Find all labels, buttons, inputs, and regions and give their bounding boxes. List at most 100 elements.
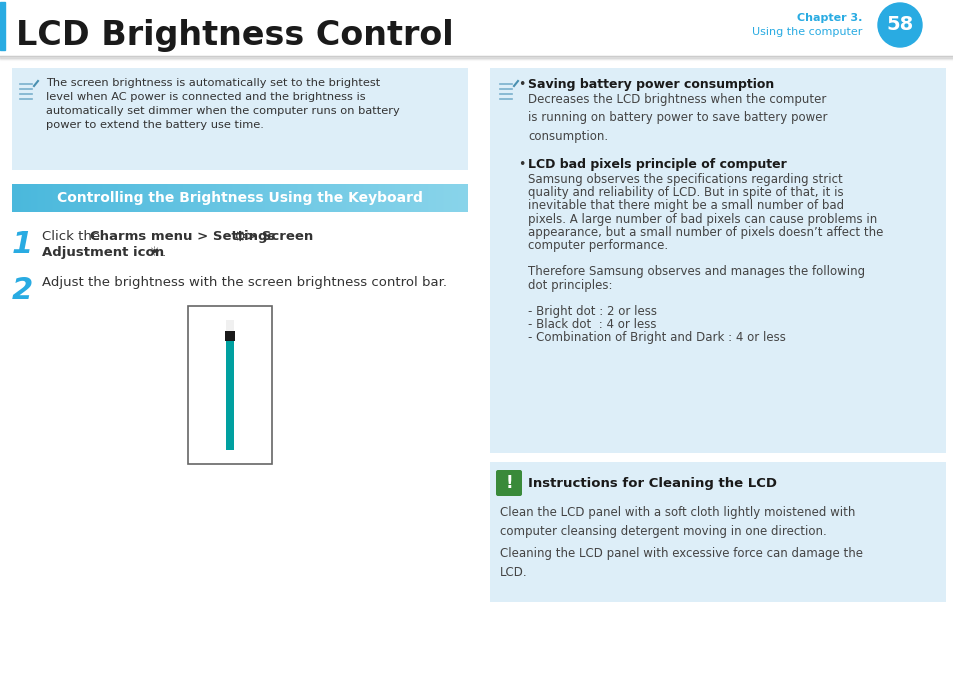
Bar	[413, 184, 414, 212]
Bar	[409, 184, 410, 212]
Bar	[334, 184, 335, 212]
Bar	[337, 184, 338, 212]
Text: quality and reliability of LCD. But in spite of that, it is: quality and reliability of LCD. But in s…	[527, 186, 842, 199]
Bar	[436, 184, 437, 212]
Text: ☀: ☀	[149, 246, 160, 259]
Bar	[105, 184, 106, 212]
Bar	[339, 184, 340, 212]
Bar	[385, 184, 386, 212]
Bar	[156, 184, 157, 212]
Bar	[241, 184, 242, 212]
Bar	[311, 184, 312, 212]
Bar	[172, 184, 173, 212]
Bar	[151, 184, 152, 212]
Bar	[374, 184, 375, 212]
Bar	[223, 184, 224, 212]
Bar	[245, 184, 246, 212]
Bar	[26, 184, 27, 212]
Bar	[16, 184, 17, 212]
Bar	[213, 184, 214, 212]
Bar	[271, 184, 272, 212]
Bar	[432, 184, 433, 212]
Bar	[360, 184, 361, 212]
Text: Cleaning the LCD panel with excessive force can damage the
LCD.: Cleaning the LCD panel with excessive fo…	[499, 547, 862, 579]
Bar	[68, 184, 69, 212]
Bar	[144, 184, 145, 212]
Bar	[86, 184, 87, 212]
Bar	[124, 184, 125, 212]
Bar	[228, 184, 229, 212]
Bar	[148, 184, 149, 212]
Bar	[349, 184, 350, 212]
Bar	[315, 184, 316, 212]
Bar	[54, 184, 55, 212]
Bar	[159, 184, 160, 212]
Bar	[37, 184, 38, 212]
Bar	[467, 184, 468, 212]
Bar	[167, 184, 168, 212]
Bar	[88, 184, 89, 212]
Bar	[169, 184, 170, 212]
Text: •: •	[517, 78, 525, 91]
Bar	[255, 184, 256, 212]
Bar	[221, 184, 222, 212]
Bar	[120, 184, 121, 212]
Bar	[242, 184, 243, 212]
Bar	[84, 184, 85, 212]
Bar	[455, 184, 456, 212]
Text: Using the computer: Using the computer	[751, 27, 862, 37]
Bar	[456, 184, 457, 212]
Bar	[314, 184, 315, 212]
Bar	[454, 184, 455, 212]
Bar	[113, 184, 115, 212]
Bar	[419, 184, 420, 212]
Bar	[265, 184, 266, 212]
Bar	[97, 184, 98, 212]
Bar	[127, 184, 128, 212]
Bar	[85, 184, 86, 212]
Bar	[107, 184, 108, 212]
Text: LCD Brightness Control: LCD Brightness Control	[16, 20, 453, 53]
Bar	[0, 58, 953, 60]
Bar	[82, 184, 83, 212]
Bar	[309, 184, 310, 212]
Bar	[277, 184, 278, 212]
Bar	[305, 184, 306, 212]
Bar	[165, 184, 166, 212]
Bar	[175, 184, 177, 212]
Text: Saving battery power consumption: Saving battery power consumption	[527, 78, 774, 91]
Bar	[220, 184, 221, 212]
Bar	[32, 184, 33, 212]
Bar	[433, 184, 434, 212]
Bar	[63, 184, 64, 212]
Bar	[92, 184, 94, 212]
Bar	[108, 184, 109, 212]
Bar	[102, 184, 103, 212]
Bar	[254, 184, 255, 212]
Bar	[226, 336, 233, 450]
Bar	[13, 184, 14, 212]
Text: Adjustment icon: Adjustment icon	[42, 246, 164, 259]
Bar	[249, 184, 250, 212]
Bar	[103, 184, 104, 212]
Bar	[52, 184, 53, 212]
Bar	[453, 184, 454, 212]
Bar	[195, 184, 196, 212]
Bar	[141, 184, 142, 212]
Bar	[143, 184, 144, 212]
Bar	[439, 184, 440, 212]
Text: •: •	[517, 158, 525, 171]
Bar	[257, 184, 258, 212]
Bar	[15, 184, 16, 212]
Bar	[234, 184, 235, 212]
Bar	[212, 184, 213, 212]
Bar	[378, 184, 379, 212]
Bar	[89, 184, 90, 212]
Bar	[347, 184, 348, 212]
Bar	[357, 184, 358, 212]
Bar	[393, 184, 394, 212]
Bar	[28, 184, 29, 212]
Bar	[280, 184, 281, 212]
Bar	[45, 184, 46, 212]
Bar	[158, 184, 159, 212]
